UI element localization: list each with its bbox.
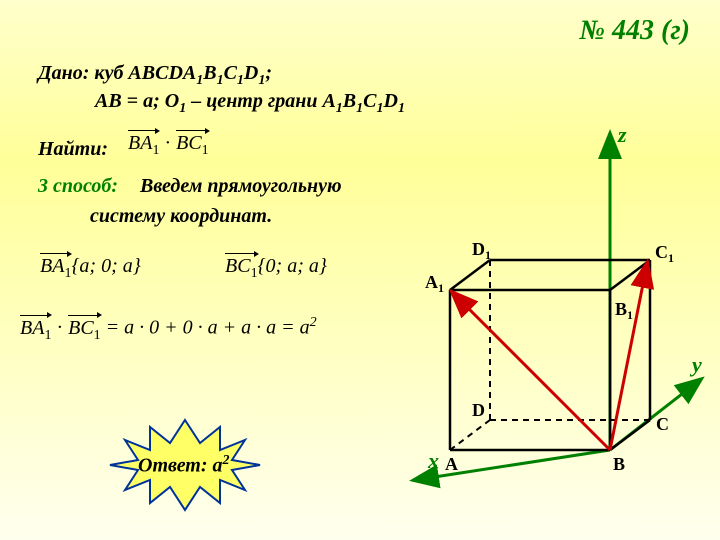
find-expression: BA1 · BC1	[128, 132, 209, 159]
vertex-d: D	[472, 400, 485, 420]
method-label: 3 способ:	[38, 175, 118, 198]
dot-product-calc: BA1 · BC1 = a · 0 + 0 · a + a · a = a2	[20, 315, 317, 344]
vertex-a: A	[445, 454, 458, 474]
vertex-c: C	[656, 414, 669, 434]
method-text-2: систему координат.	[90, 205, 272, 228]
problem-number: № 443 (г)	[579, 15, 690, 47]
vertex-a1: A1	[425, 272, 444, 295]
axis-z-label: z	[617, 122, 627, 147]
axis-x-label: x	[427, 448, 439, 473]
given-line-2: АВ = а; О1 – центр грани A1B1C1D1	[95, 90, 405, 117]
vector-ba1: BA1{a; 0; a}	[40, 255, 141, 282]
answer-star: Ответ: а2	[90, 415, 280, 515]
vector-bc1: BC1{0; a; a}	[225, 255, 327, 282]
find-label: Найти:	[38, 138, 108, 161]
vertex-b1: B1	[615, 299, 633, 322]
cube-diagram: z y x A B C D A1 B1 C1 D1	[400, 120, 720, 500]
vertex-c1: C1	[655, 242, 674, 265]
method-text-1: Введем прямоугольную	[140, 175, 342, 198]
answer-text: Ответ: а2	[138, 453, 230, 478]
vertex-d1: D1	[472, 239, 491, 262]
axis-y-label: y	[689, 352, 702, 377]
given-line-1: Дано: куб ABCDA1B1C1D1;	[38, 62, 272, 89]
vertex-b: B	[613, 454, 625, 474]
